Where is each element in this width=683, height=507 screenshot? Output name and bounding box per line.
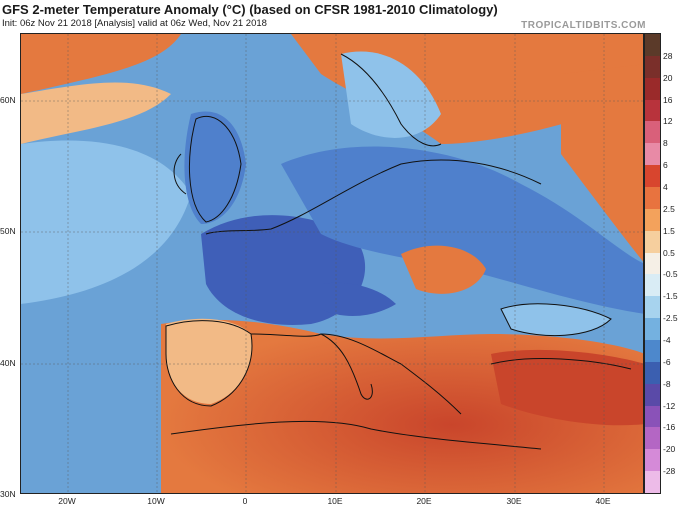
colorbar-tick-label: -2.5 — [663, 313, 678, 324]
map-subtitle: Init: 06z Nov 21 2018 [Analysis] valid a… — [2, 18, 267, 29]
colorbar-segment — [645, 318, 660, 341]
colorbar-segment — [645, 361, 660, 385]
lon-label-10e: 10E — [327, 496, 343, 506]
colorbar-segment — [645, 208, 660, 232]
colorbar-tick-label: 6 — [663, 160, 668, 171]
colorbar-segment — [645, 77, 660, 101]
lon-label-10w: 10W — [147, 496, 165, 506]
colorbar-tick-label: 28 — [663, 50, 673, 61]
colorbar-segment — [645, 383, 660, 407]
cool-southwest-atlantic — [21, 303, 161, 493]
warm-east-russia-region — [561, 64, 643, 262]
colorbar-tick-label: -0.5 — [663, 269, 678, 280]
colorbar-tick-label: 2.5 — [663, 203, 675, 214]
cool-black-sea-region — [501, 303, 611, 336]
colorbar-segment — [645, 427, 660, 450]
colorbar-tick-label: -8 — [663, 378, 671, 389]
colorbar-segment — [645, 340, 660, 363]
cold-central-europe-region — [281, 146, 643, 314]
colorbar-tick-label: 4 — [663, 182, 668, 192]
cold-alps-region — [321, 282, 396, 316]
cold-britain-region — [184, 111, 246, 224]
colorbar-segment — [645, 230, 660, 254]
colorbar — [644, 33, 661, 494]
colorbar-segment — [645, 252, 660, 275]
lat-label-40n: 40N — [0, 358, 16, 368]
colorbar-tick-label: 16 — [663, 94, 673, 105]
colorbar-segment — [645, 34, 660, 57]
colorbar-segment — [645, 449, 660, 472]
colorbar-segment — [645, 187, 660, 210]
warm-fringe-region — [21, 82, 171, 144]
colorbar-tick-label: 8 — [663, 138, 668, 149]
colorbar-tick-label: 0.5 — [663, 247, 675, 258]
temperature-anomaly-map — [20, 33, 644, 494]
colorbar-tick-label: -4 — [663, 335, 671, 345]
colorbar-tick-label: -1.5 — [663, 291, 678, 302]
lon-label-30e: 30E — [506, 496, 522, 506]
lon-label-0: 0 — [242, 496, 248, 506]
colorbar-segment — [645, 405, 660, 428]
colorbar-tick-label: -28 — [663, 466, 676, 477]
colorbar-segment — [645, 99, 660, 122]
colorbar-segment — [645, 296, 660, 319]
colorbar-tick-label: -12 — [663, 400, 676, 411]
colorbar-tick-label: 12 — [663, 116, 673, 127]
warm-carpathian-region — [401, 245, 486, 294]
colorbar-tick-label: -20 — [663, 444, 676, 455]
warm-turkey-region — [491, 349, 643, 426]
lon-label-20w: 20W — [58, 496, 76, 506]
colorbar-segment — [645, 55, 660, 79]
map-canvas — [21, 34, 643, 493]
graticule — [21, 34, 643, 493]
brand-watermark: TROPICALTIDBITS.COM — [521, 20, 646, 31]
coastlines — [165, 53, 632, 450]
colorbar-segment — [645, 274, 660, 297]
lon-label-20e: 20E — [416, 496, 432, 506]
colorbar-tick-label: 20 — [663, 72, 673, 83]
lat-label-60n: 60N — [0, 95, 16, 105]
warm-northwest-region — [21, 34, 181, 94]
colorbar-segment — [645, 143, 660, 166]
colorbar-tick-label: -6 — [663, 356, 671, 367]
cool-atlantic-region — [21, 140, 191, 304]
warm-iberia-region — [166, 318, 252, 404]
colorbar-tick-label: 1.5 — [663, 225, 675, 236]
colorbar-tick-label: -16 — [663, 422, 676, 433]
colorbar-segment — [645, 121, 660, 144]
colorbar-segment — [645, 165, 660, 188]
lon-label-40e: 40E — [595, 496, 611, 506]
lat-label-30n: 30N — [0, 489, 16, 499]
colorbar-segment — [645, 471, 660, 494]
lat-label-50n: 50N — [0, 226, 16, 236]
map-title: GFS 2-meter Temperature Anomaly (°C) (ba… — [2, 2, 498, 17]
